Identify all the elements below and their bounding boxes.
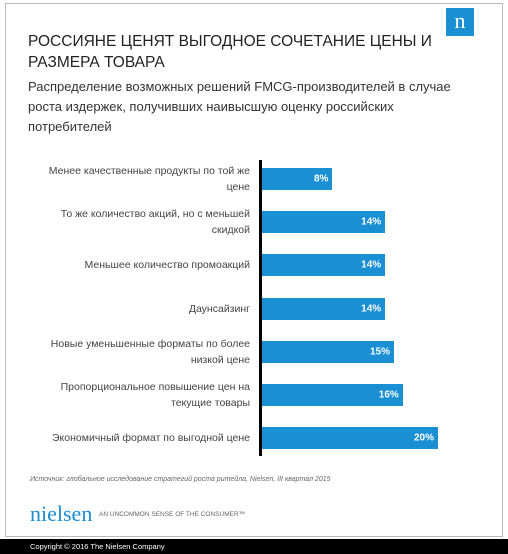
value-label: 20% [413,432,434,444]
value-label: 15% [369,346,390,358]
category-label: Менее качественные продукты по той же це… [48,165,250,193]
bar [262,297,386,320]
source-note: Источник: глобальное исследование страте… [30,476,331,483]
bar [262,254,386,277]
tagline: AN UNCOMMON SENSE OF THE CONSUMER™ [99,511,246,518]
value-label: 16% [378,389,399,401]
category-label: Меньшее количество промоакций [84,259,251,272]
value-label: 14% [361,259,382,271]
category-label: Экономичный формат по выгодной цене [52,432,250,445]
value-label: 14% [361,303,382,315]
bar [262,340,394,363]
logo: n [446,8,474,36]
category-label: То же количество акций, но с меньшей ски… [60,208,250,237]
value-label: 14% [361,216,382,228]
bar [262,168,333,190]
bar [262,384,403,406]
bar [262,211,386,234]
category-label: Новые уменьшенные форматы по более низко… [50,337,250,366]
bar [262,427,438,450]
category-label: Пропорциональное повышение цен на текущи… [60,381,250,409]
value-label: 8% [313,173,329,185]
brand: nielsen [30,501,93,526]
chart-title: РОССИЯНЕ ЦЕНЯТ ВЫГОДНОЕ СОЧЕТАНИЕ ЦЕНЫ И… [28,33,432,71]
slide-frame [5,3,503,537]
axis-line [259,160,262,456]
copyright: Copyright © 2016 The Nielsen Company [0,539,508,554]
chart-subtitle: Распределение возможных решений FMCG-про… [28,79,451,134]
category-label: Даунсайзинг [188,302,250,315]
